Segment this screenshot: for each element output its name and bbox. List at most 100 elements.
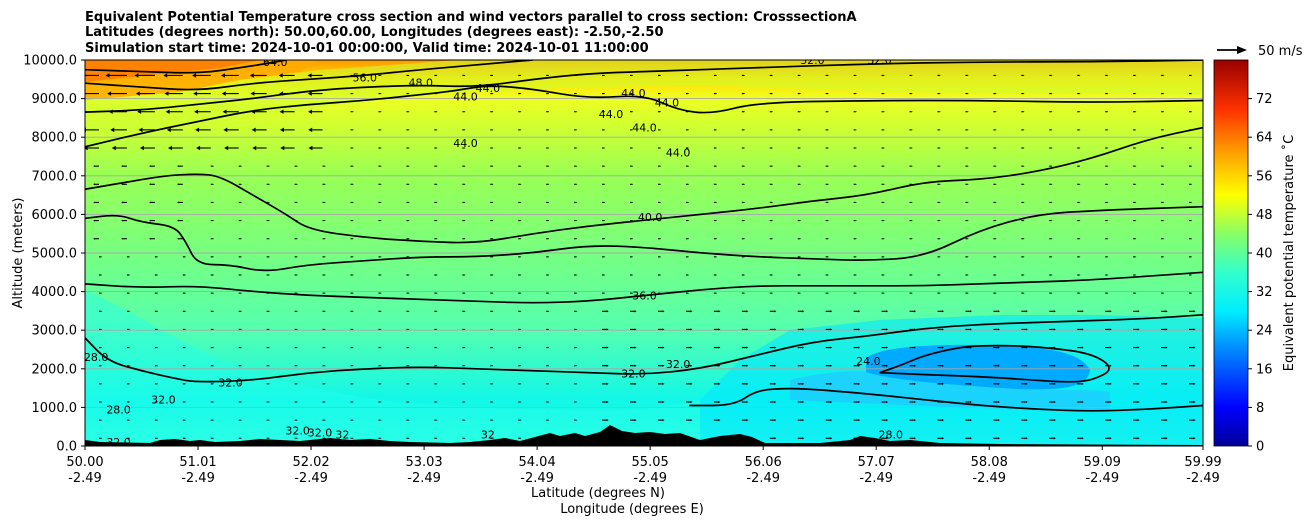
wind-vector-head [576, 183, 578, 185]
wind-vector-head [408, 93, 410, 95]
wind-vector-head [212, 383, 214, 385]
wind-vector-head [1051, 74, 1053, 76]
wind-vector-head [464, 183, 466, 185]
x-tick-label-lon: -2.49 [1085, 471, 1119, 486]
wind-vector-head [324, 292, 326, 294]
wind-vector-head [149, 165, 151, 168]
wind-vector-head [212, 201, 214, 203]
wind-vector-head [408, 437, 410, 439]
wind-vector-head [149, 219, 151, 222]
wind-vector-head [464, 74, 466, 76]
wind-vector-head [408, 328, 410, 330]
wind-vector-head [212, 256, 214, 258]
wind-vector-head [520, 383, 522, 385]
wind-vector-head [771, 292, 773, 294]
contour-label: 56.0 [353, 71, 378, 84]
contour-line [85, 85, 1203, 148]
contour-label: 44.0 [632, 122, 657, 135]
theta-upper-band [85, 60, 1203, 140]
wind-vector-head [662, 382, 665, 385]
wind-vector-head [688, 74, 690, 76]
wind-vector-head [296, 383, 298, 385]
wind-vector-head [240, 274, 242, 276]
wind-vector-head [830, 419, 833, 422]
wind-vector-head [520, 238, 522, 240]
wind-vector-head [352, 292, 354, 294]
wind-vector-head [157, 419, 159, 421]
wind-vector-head [352, 328, 354, 330]
wind-vector-head [268, 310, 270, 312]
wind-vector-head [380, 328, 382, 330]
wind-vector-head [939, 220, 941, 222]
wind-vector-head [995, 274, 997, 276]
colorbar-tick-label: 16 [1256, 362, 1273, 377]
wind-vector-head [324, 328, 326, 330]
wind-vector-head [464, 129, 466, 131]
wind-vector-head [716, 220, 718, 222]
wind-vector-head [436, 147, 438, 149]
wind-vector-head [688, 256, 690, 258]
wind-vector-head [662, 346, 665, 349]
wind-vector-head [606, 364, 609, 367]
y-tick-label: 9000.0 [32, 92, 78, 107]
colorbar-tick-label: 32 [1256, 285, 1273, 300]
wind-vector-head [632, 274, 634, 276]
wind-vector-head [995, 111, 997, 113]
wind-vector-head [352, 238, 354, 240]
wind-vector-head [139, 145, 144, 151]
wind-vector-head [101, 256, 103, 258]
wind-vector-head [688, 129, 690, 131]
y-tick-label: 3000.0 [32, 324, 78, 339]
wind-vector-head [688, 147, 690, 149]
wind-vector-head [716, 93, 718, 95]
wind-vector-head [632, 238, 634, 240]
wind-vector-head [774, 364, 777, 367]
wind-vector-head [464, 111, 466, 113]
wind-vector-head [1079, 111, 1081, 113]
wind-vector-head [855, 147, 857, 149]
contour-label: 32.0 [218, 376, 243, 389]
wind-vector-head [799, 274, 801, 276]
wind-vector-head [1081, 419, 1084, 422]
wind-vector-head [408, 419, 410, 421]
wind-vector-head [1109, 310, 1112, 313]
wind-vector-head [886, 328, 889, 331]
wind-vector-head [1053, 382, 1056, 385]
contour-label: 28.0 [106, 403, 131, 416]
wind-vector-head [1137, 346, 1140, 349]
wind-vector-head [771, 201, 773, 203]
wind-vector-head [157, 292, 159, 294]
wind-vector-head [799, 183, 801, 185]
wind-vector-head [855, 111, 857, 113]
wind-vectors [85, 73, 1196, 440]
wind-vector-head [771, 238, 773, 240]
x-tick-label-lat: 50.00 [66, 455, 103, 470]
wind-vector-head [660, 111, 662, 113]
wind-vector-head [492, 147, 494, 149]
wind-vector-head [1023, 201, 1025, 203]
colorbar-tick-label: 48 [1256, 208, 1273, 223]
colorbar-label: Equivalent potential temperature ˚C [1281, 135, 1297, 371]
grid-lines [85, 60, 1203, 446]
wind-vector-head [1051, 183, 1053, 185]
contour-label: 44.0 [655, 96, 680, 109]
wind-vector-head [324, 347, 326, 349]
wind-vector-head [995, 256, 997, 258]
wind-vector-head [1109, 382, 1112, 385]
wind-vector-head [520, 292, 522, 294]
wind-vector-head [1053, 328, 1056, 331]
wind-vector-head [1023, 111, 1025, 113]
wind-vector-head [688, 183, 690, 185]
wind-vector-head [799, 129, 801, 131]
wind-vector-head [240, 383, 242, 385]
wind-vector-head [380, 147, 382, 149]
wind-vector-head [157, 274, 159, 276]
wind-vector-head [660, 165, 662, 167]
x-tick-label-lon: -2.49 [68, 471, 102, 486]
wind-vector-head [1051, 147, 1053, 149]
wind-vector-head [464, 419, 466, 421]
wind-vector-head [858, 400, 861, 404]
wind-vector-head [1107, 129, 1109, 131]
wind-vector-head [827, 165, 829, 167]
wind-vector-head [995, 183, 997, 185]
